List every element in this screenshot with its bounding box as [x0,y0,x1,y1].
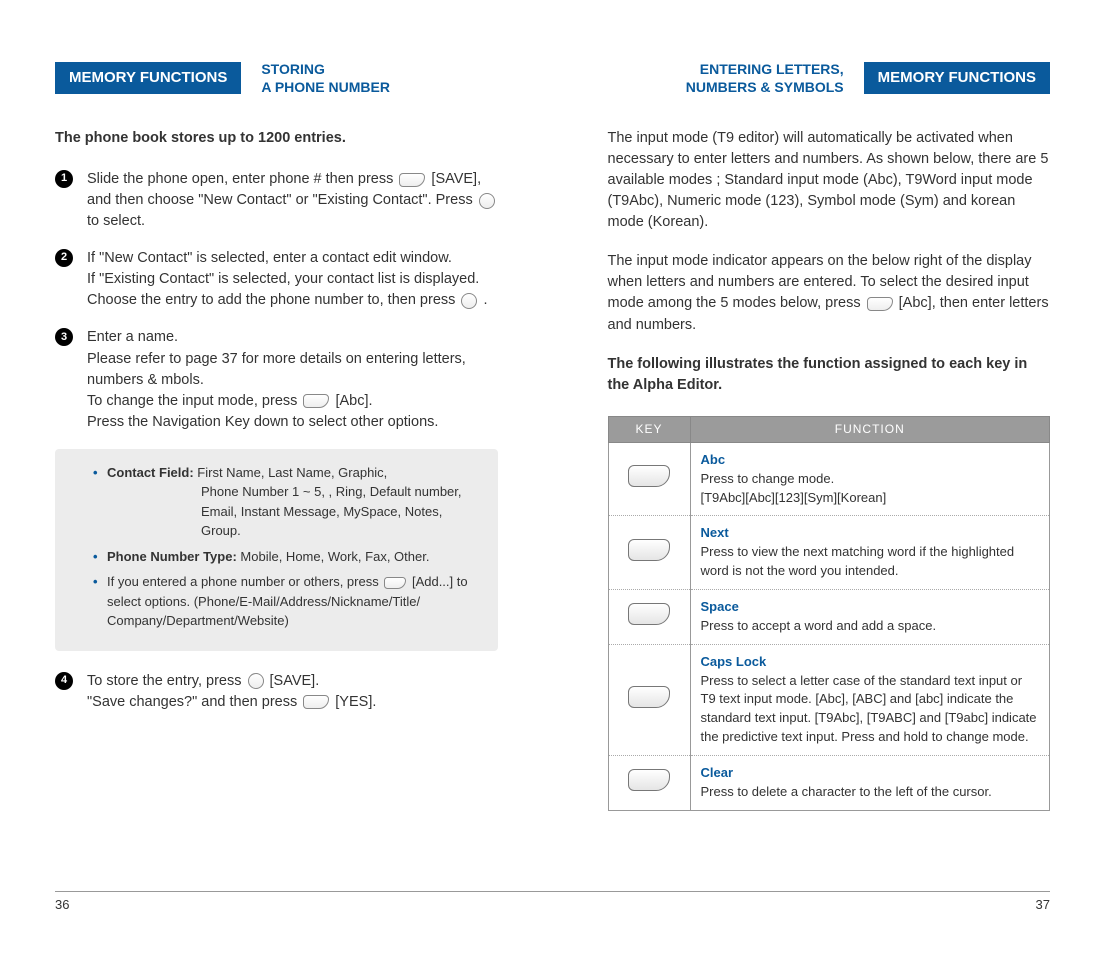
function-title: Space [701,598,1040,617]
key-icon [628,769,670,791]
function-desc: Press to view the next matching word if … [701,543,1040,581]
function-title: Abc [701,451,1040,470]
step-number-4: 4 [55,672,73,690]
info-label: Contact Field: [107,465,194,480]
ok-key-icon [479,193,495,209]
intro-text: The phone book stores up to 1200 entries… [55,128,498,149]
function-table: KEY FUNCTION AbcPress to change mode.[T9… [608,416,1051,811]
body-paragraph: The input mode indicator appears on the … [608,251,1051,335]
key-cell [608,644,690,755]
function-desc: Press to change mode.[T9Abc][Abc][123][S… [701,470,1040,508]
softkey-icon [867,297,893,311]
info-text: Mobile, Home, Work, Fax, Other. [240,549,429,564]
table-row: ClearPress to delete a character to the … [608,755,1050,810]
function-cell: AbcPress to change mode.[T9Abc][Abc][123… [690,442,1050,516]
softkey-icon [399,173,425,187]
left-page: MEMORY FUNCTIONS STORING A PHONE NUMBER … [55,60,498,811]
section-tab-left: MEMORY FUNCTIONS [55,62,241,94]
function-cell: NextPress to view the next matching word… [690,516,1050,590]
key-cell [608,442,690,516]
step-item: 2 If "New Contact" is selected, enter a … [55,248,498,311]
function-title: Caps Lock [701,653,1040,672]
page-number-right: 37 [1036,897,1050,912]
table-row: AbcPress to change mode.[T9Abc][Abc][123… [608,442,1050,516]
step-number-2: 2 [55,249,73,267]
step-text: Enter a name.Please refer to page 37 for… [87,329,466,429]
step-number-1: 1 [55,170,73,188]
table-row: Caps LockPress to select a letter case o… [608,644,1050,755]
right-page: ENTERING LETTERS, NUMBERS & SYMBOLS MEMO… [608,60,1051,811]
th-function: FUNCTION [690,416,1050,442]
ok-key-icon [461,293,477,309]
info-text: Phone Number 1 ~ 5, , Ring, Default numb… [107,482,480,502]
softkey-icon [384,577,406,589]
info-text: Email, Instant Message, MySpace, Notes, [107,502,480,522]
subtitle-line: NUMBERS & SYMBOLS [686,79,844,95]
key-icon [628,465,670,487]
step-item: 3 Enter a name.Please refer to page 37 f… [55,327,498,432]
step-number-3: 3 [55,328,73,346]
page-footer: 36 37 [55,891,1050,912]
table-row: SpacePress to accept a word and add a sp… [608,590,1050,645]
key-cell [608,755,690,810]
table-row: NextPress to view the next matching word… [608,516,1050,590]
info-item: Phone Number Type: Mobile, Home, Work, F… [93,547,480,567]
info-item: If you entered a phone number or others,… [93,572,480,631]
table-intro: The following illustrates the function a… [608,354,1051,396]
key-icon [628,603,670,625]
function-desc: Press to select a letter case of the sta… [701,672,1040,747]
info-label: Phone Number Type: [107,549,237,564]
key-cell [608,516,690,590]
function-desc: Press to delete a character to the left … [701,783,1040,802]
left-header: MEMORY FUNCTIONS STORING A PHONE NUMBER [55,60,498,96]
subtitle-line: A PHONE NUMBER [261,79,390,95]
ok-key-icon [248,673,264,689]
function-title: Clear [701,764,1040,783]
softkey-icon [303,394,329,408]
key-icon [628,539,670,561]
info-text: If you entered a phone number or others,… [107,574,468,628]
step-item: 1 Slide the phone open, enter phone # th… [55,169,498,232]
steps-list-cont: 4 To store the entry, press [SAVE]."Save… [55,671,498,713]
right-header: ENTERING LETTERS, NUMBERS & SYMBOLS MEMO… [608,60,1051,96]
page-number-left: 36 [55,897,69,912]
right-subtitle: ENTERING LETTERS, NUMBERS & SYMBOLS [686,60,844,96]
key-icon [628,686,670,708]
step-text: Slide the phone open, enter phone # then… [87,171,497,229]
function-cell: ClearPress to delete a character to the … [690,755,1050,810]
step-text: To store the entry, press [SAVE]."Save c… [87,673,376,710]
info-text: First Name, Last Name, Graphic, [197,465,387,480]
step-item: 4 To store the entry, press [SAVE]."Save… [55,671,498,713]
steps-list: 1 Slide the phone open, enter phone # th… [55,169,498,432]
function-desc: Press to accept a word and add a space. [701,617,1040,636]
body-paragraph: The input mode (T9 editor) will automati… [608,128,1051,233]
key-cell [608,590,690,645]
function-cell: SpacePress to accept a word and add a sp… [690,590,1050,645]
section-tab-right: MEMORY FUNCTIONS [864,62,1050,94]
function-cell: Caps LockPress to select a letter case o… [690,644,1050,755]
softkey-icon [303,695,329,709]
info-box: Contact Field: First Name, Last Name, Gr… [55,449,498,651]
subtitle-line: STORING [261,61,325,77]
info-text: Group. [107,521,480,541]
info-item: Contact Field: First Name, Last Name, Gr… [93,463,480,541]
subtitle-line: ENTERING LETTERS, [700,61,844,77]
step-text: If "New Contact" is selected, enter a co… [87,250,487,308]
left-subtitle: STORING A PHONE NUMBER [261,60,390,96]
th-key: KEY [608,416,690,442]
function-title: Next [701,524,1040,543]
